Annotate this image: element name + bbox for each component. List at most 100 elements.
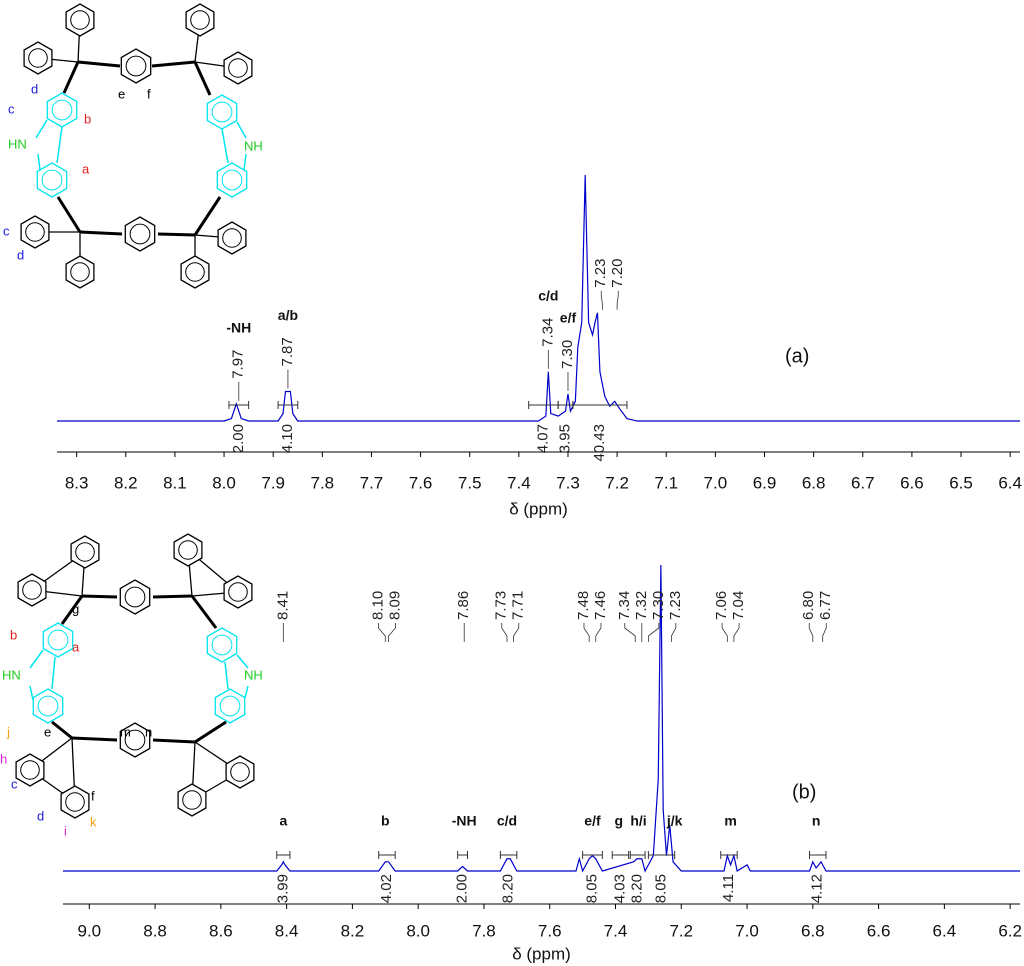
ring [206,94,238,130]
x-tick-label: 7.8 [310,473,334,492]
ring-inner [178,540,198,560]
ring-inner [185,262,205,282]
assignment-label: m [724,813,736,829]
ring [20,215,50,249]
x-tick-label: 8.8 [143,921,167,940]
x-tick-label: 8.1 [163,473,187,492]
assignment-label: c/d [538,288,558,304]
ring-inner [25,222,45,242]
ring-inner [228,582,248,602]
x-tick-label: 6.6 [867,921,891,940]
structure-label: m [120,724,131,739]
peak-label: 7.23 [592,259,609,288]
structure-label: NH [244,667,263,682]
bond [236,121,247,139]
bond [243,153,247,171]
assignment-label: e/f [560,310,577,326]
x-axis-label: δ (ppm) [509,499,568,518]
structure-label: b [10,627,17,642]
ring [119,722,151,758]
peak-label: 7.34 [616,591,633,620]
bond [29,685,34,701]
x-tick-label: 7.4 [604,921,628,940]
bond [79,230,123,236]
ring-inner [70,262,90,282]
assignment-label: -NH [226,319,251,335]
x-tick-label: 7.9 [261,473,285,492]
x-tick-label: 6.5 [949,473,973,492]
ring-inner [28,48,48,68]
ring [185,3,215,37]
spectrum-line [63,564,1020,873]
ring [223,575,253,609]
peak-label: 7.32 [633,591,650,620]
ring-inner [211,634,233,656]
peak-connector [600,290,603,310]
x-tick-label: 6.2 [998,921,1022,940]
structure-label: e [44,724,51,739]
x-tick-label: 7.4 [507,473,531,492]
x-tick-label: 7.2 [605,473,629,492]
bond [51,720,73,740]
panel-label: (b) [792,781,816,803]
integral-value: 8.20 [629,874,646,903]
bond [77,60,121,68]
structure-label: d [37,808,44,823]
peak-label: 8.41 [274,591,291,620]
structure-label: HN [8,136,27,151]
structure-label: k [90,814,97,829]
x-tick-label: 8.2 [341,921,365,940]
bond [71,736,118,742]
peak-connector [671,623,677,642]
ring [23,41,53,75]
structure-label: h [0,751,7,766]
ring-inner [125,55,147,77]
x-axis-label: δ (ppm) [512,944,571,963]
integral-value: 8.05 [653,874,670,903]
peak-connector [808,623,814,642]
bond [157,232,196,237]
structure-label: n [145,724,152,739]
ring-inner [129,223,151,245]
peak-label: 7.06 [713,591,730,620]
ring-inner [221,169,243,191]
x-tick-label: 7.6 [409,473,433,492]
bond [244,685,249,699]
structure-label: c [3,223,10,238]
peak-label: 6.77 [817,591,834,620]
structure-label: f [147,86,151,101]
bond [152,594,193,599]
integral-value: 4.07 [534,424,551,453]
peak-connector [583,623,590,642]
ring [15,753,45,787]
ring [119,579,151,615]
structure-label: d [17,247,24,262]
peak-connector [595,623,602,642]
x-tick-label: 8.2 [114,473,138,492]
x-tick-label: 7.6 [538,921,562,940]
x-tick-label: 6.7 [851,473,875,492]
x-tick-label: 6.4 [998,473,1022,492]
ring-inner [190,10,210,30]
peak-label: 8.09 [386,591,403,620]
bond [236,654,249,669]
structure-label: b [84,111,91,126]
x-tick-label: 8.4 [275,921,299,940]
structure-label: a [82,161,90,176]
ring [223,51,253,85]
x-tick-label: 7.3 [556,473,580,492]
peak-connector [616,290,619,310]
peak-label: 7.30 [559,340,576,369]
structure-label: i [64,823,67,838]
ring [173,533,203,567]
bond [56,196,82,233]
peak-label: 7.30 [650,591,667,620]
assignment-label: c/d [497,813,517,829]
bond [224,661,229,690]
ring [36,162,68,198]
peak-connector [721,623,728,642]
peak-label: 7.04 [730,591,747,620]
ring-inner [65,792,85,812]
bond [151,60,196,68]
x-tick-label: 8.3 [65,473,89,492]
